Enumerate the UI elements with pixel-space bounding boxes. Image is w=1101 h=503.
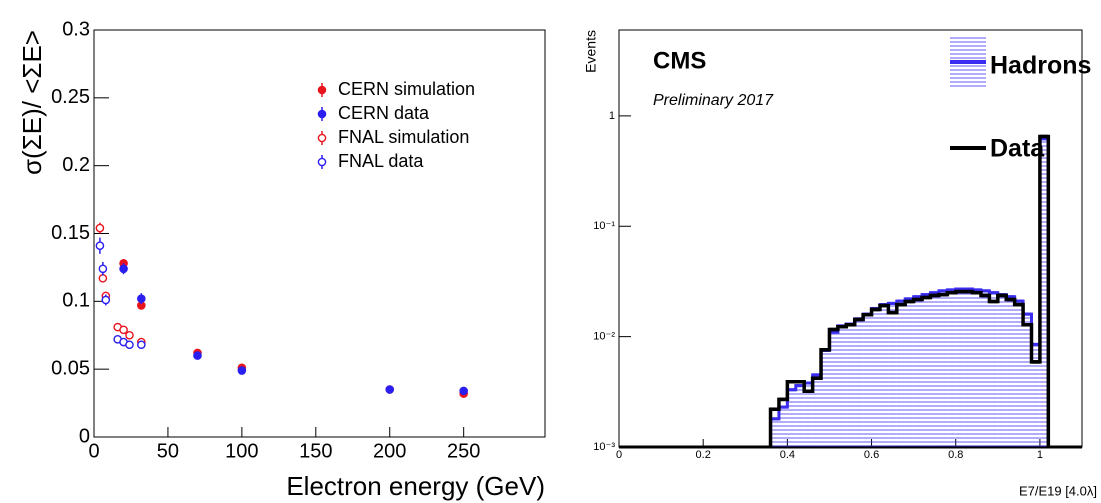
histogram-bar [922, 294, 931, 447]
histogram-bar [938, 290, 948, 447]
histogram-bar [795, 385, 805, 447]
x-tick-label: 1 [1037, 449, 1043, 461]
histogram-bar [863, 314, 872, 447]
x-tick-label: 0.6 [864, 449, 879, 461]
histogram-bar [947, 289, 956, 447]
legend-marker [317, 85, 327, 95]
y-tick-label: 1 [609, 110, 615, 122]
data-point [125, 330, 134, 340]
histogram-bar [896, 301, 906, 447]
histogram-bar [837, 325, 847, 447]
y-tick-label: 10⁻³ [593, 441, 615, 453]
histogram-bar [964, 289, 973, 447]
x-tick-label: 200 [373, 440, 406, 462]
histogram-bar [871, 308, 880, 447]
data-point [101, 295, 111, 305]
histogram-bar [1031, 344, 1040, 447]
data-point [119, 264, 128, 274]
data-point [459, 386, 468, 396]
histogram-bar [1014, 301, 1024, 447]
y-tick-label: 0.25 [51, 86, 90, 108]
histogram-bar [879, 304, 889, 447]
histogram-bar [821, 350, 830, 447]
data-point [95, 223, 105, 233]
y-tick-label: 10⁻² [593, 331, 615, 343]
histogram-bar [1006, 296, 1015, 447]
histogram-bar [846, 324, 855, 447]
chart-subtitle: Preliminary 2017 [653, 92, 774, 109]
legend-label: Data [990, 135, 1045, 163]
y-tick-label: 0.1 [62, 290, 90, 312]
y-tick-label: 0 [79, 425, 90, 447]
histogram-bar [989, 292, 998, 447]
y-axis-label: Events [583, 30, 599, 73]
x-tick-label: 0 [88, 440, 99, 462]
legend-marker [317, 157, 327, 167]
x-tick-label: 0.2 [696, 449, 711, 461]
histogram-bar [930, 292, 939, 447]
histogram-bar [812, 374, 822, 447]
y-tick-label: 0.05 [51, 357, 90, 379]
y-tick-label: 0.2 [62, 154, 90, 176]
x-tick-label: 0 [616, 449, 622, 461]
data-point [385, 385, 395, 394]
legend-marker [317, 133, 327, 143]
x-tick-label: 50 [157, 440, 179, 462]
histogram-bar [770, 418, 779, 447]
x-tick-label: 250 [447, 440, 480, 462]
data-point [137, 294, 146, 303]
histogram-bar [778, 407, 788, 447]
histogram-bar [955, 289, 965, 447]
x-tick-label: 100 [225, 440, 258, 462]
histogram-bar [888, 303, 897, 447]
histogram-bar [980, 290, 990, 447]
x-tick-label: 0.8 [948, 449, 963, 461]
step-outline [768, 134, 1051, 447]
histogram-bar [1023, 314, 1032, 447]
x-tick-label: 0.4 [780, 449, 795, 461]
data-point [98, 264, 108, 274]
histogram-bar [972, 289, 981, 447]
legend-label: FNAL simulation [338, 127, 469, 147]
data-point [193, 351, 202, 360]
histogram-bar [905, 298, 914, 447]
y-tick-label: 0.15 [51, 222, 90, 244]
data-point [137, 340, 146, 350]
x-tick-label: 150 [299, 440, 332, 462]
histogram-bar [1039, 138, 1049, 448]
data-point [119, 325, 128, 335]
y-axis-label: σ(ΣE)/ <ΣE> [17, 30, 47, 175]
histogram-bar [829, 332, 838, 447]
data-point [237, 366, 247, 375]
legend-label: FNAL data [338, 151, 424, 171]
y-tick-label: 10⁻¹ [593, 220, 615, 232]
x-axis-label: Electron energy (GeV) [286, 471, 545, 501]
histogram-bar [787, 389, 796, 447]
legend-label: CERN simulation [338, 79, 475, 99]
chart-title: CMS [653, 47, 706, 74]
legend-label: CERN data [338, 103, 430, 123]
histogram-bar [854, 318, 864, 447]
histogram-bar [804, 383, 813, 447]
data-point [125, 340, 134, 350]
histogram-bar [913, 296, 923, 447]
x-axis-label: E7/E19 [4.0λ] [1019, 483, 1097, 498]
y-tick-label: 0.3 [62, 18, 90, 40]
data-point [95, 241, 105, 251]
histogram-bar [997, 294, 1007, 447]
legend-label: Hadrons [990, 52, 1091, 80]
data-point [98, 273, 108, 283]
legend-marker [317, 109, 327, 119]
